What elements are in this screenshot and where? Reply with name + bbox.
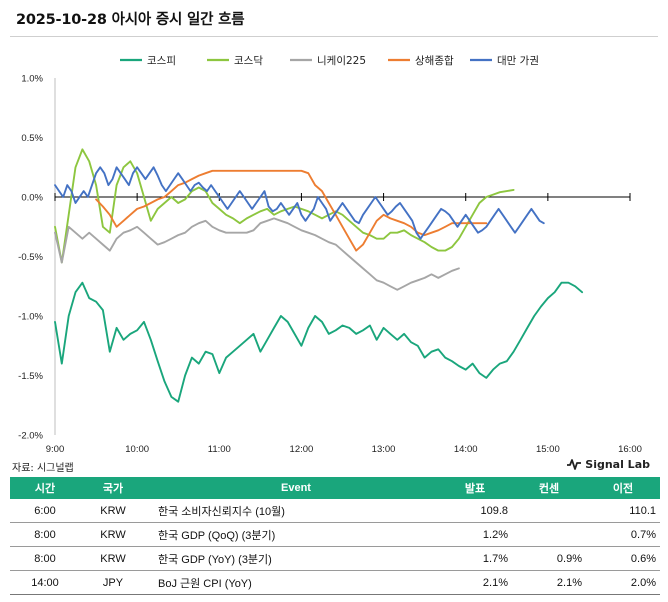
header-time: 시간 bbox=[34, 483, 56, 495]
page-title: 2025-10-28 아시아 증시 일간 흐름 bbox=[16, 12, 245, 28]
x-tick-label: 9:00 bbox=[46, 444, 65, 455]
x-tick-label: 12:00 bbox=[290, 444, 314, 455]
table-row: 8:00 KRW 한국 GDP (QoQ) (3분기) 1.2% 0.7% bbox=[10, 522, 660, 547]
table-row: 6:00 KRW 한국 소비자신뢰지수 (10월) 109.8 110.1 bbox=[10, 499, 660, 523]
cell-previous: 2.0% bbox=[586, 570, 660, 595]
cell-time: 6:00 bbox=[10, 499, 80, 523]
table-header-row: 시간 국가 Event 발표 컨센 이전 bbox=[10, 477, 660, 499]
cell-previous: 0.6% bbox=[586, 546, 660, 571]
legend-label: 대만 가권 bbox=[497, 55, 539, 67]
x-tick-label: 14:00 bbox=[454, 444, 478, 455]
cell-country: JPY bbox=[80, 570, 146, 595]
series-line-2 bbox=[54, 148, 515, 264]
header-actual: 발표 bbox=[464, 483, 486, 495]
table-row: 8:00 KRW 한국 GDP (YoY) (3분기) 1.7% 0.9% 0.… bbox=[10, 546, 660, 571]
cell-event: BoJ 근원 CPI (YoY) bbox=[146, 570, 438, 595]
cell-consensus bbox=[512, 522, 586, 547]
series-line-1 bbox=[54, 281, 584, 403]
line-chart: 1.0% 0.5% 0.0% -0.5% -1.0% -1.5% -2.0%9:00 10:0… bbox=[18, 54, 642, 455]
signal-pulse-icon bbox=[567, 459, 582, 470]
series-line-5 bbox=[54, 166, 545, 240]
series-line-3 bbox=[54, 217, 460, 291]
x-tick-label: 11:00 bbox=[208, 444, 231, 455]
y-tick-label: -1.5% bbox=[18, 371, 43, 382]
cell-consensus bbox=[512, 499, 586, 523]
cell-actual: 109.8 bbox=[438, 499, 512, 523]
header-consensus: 컨센 bbox=[538, 483, 560, 495]
brand-logo: Signal Lab bbox=[567, 458, 650, 471]
economic-events-table: 시간 국가 Event 발표 컨센 이전 6:00 KRW 한국 소비자신뢰지수… bbox=[10, 477, 660, 595]
x-tick-label: 15:00 bbox=[536, 444, 560, 455]
cell-consensus: 0.9% bbox=[512, 546, 586, 571]
series-line-4 bbox=[95, 169, 488, 252]
cell-actual: 1.2% bbox=[438, 522, 512, 547]
cell-country: KRW bbox=[80, 499, 146, 523]
header-event: Event bbox=[281, 482, 311, 494]
brand-name: Signal Lab bbox=[585, 458, 650, 471]
cell-actual: 2.1% bbox=[438, 570, 512, 595]
legend-label: 코스닥 bbox=[234, 55, 263, 67]
y-tick-label: -1.0% bbox=[18, 312, 43, 323]
legend-label: 니케이225 bbox=[317, 55, 366, 67]
legend-label: 상해종합 bbox=[415, 54, 454, 67]
cell-time: 8:00 bbox=[10, 522, 80, 547]
cell-country: KRW bbox=[80, 546, 146, 571]
cell-time: 8:00 bbox=[10, 546, 80, 571]
x-tick-label: 16:00 bbox=[618, 444, 642, 455]
y-tick-label: 0.5% bbox=[21, 133, 43, 144]
cell-time: 14:00 bbox=[10, 570, 80, 595]
cell-country: KRW bbox=[80, 522, 146, 547]
cell-actual: 1.7% bbox=[438, 546, 512, 571]
cell-event: 한국 GDP (QoQ) (3분기) bbox=[146, 522, 438, 547]
title-divider bbox=[10, 36, 658, 37]
header-previous: 이전 bbox=[612, 483, 634, 495]
cell-consensus: 2.1% bbox=[512, 570, 586, 595]
table-row: 14:00 JPY BoJ 근원 CPI (YoY) 2.1% 2.1% 2.0… bbox=[10, 570, 660, 595]
cell-previous: 110.1 bbox=[586, 499, 660, 523]
cell-previous: 0.7% bbox=[586, 522, 660, 547]
legend-label: 코스피 bbox=[147, 55, 176, 67]
source-note: 자료: 시그널랩 bbox=[12, 463, 74, 474]
y-tick-label: -2.0% bbox=[18, 431, 43, 442]
x-tick-label: 13:00 bbox=[372, 444, 396, 455]
x-tick-label: 10:00 bbox=[125, 444, 149, 455]
header-country: 국가 bbox=[102, 483, 124, 495]
cell-event: 한국 GDP (YoY) (3분기) bbox=[146, 546, 438, 571]
cell-event: 한국 소비자신뢰지수 (10월) bbox=[146, 499, 438, 523]
y-tick-label: 0.0% bbox=[21, 193, 43, 204]
y-tick-label: -0.5% bbox=[18, 252, 43, 263]
y-tick-label: 1.0% bbox=[21, 74, 43, 85]
